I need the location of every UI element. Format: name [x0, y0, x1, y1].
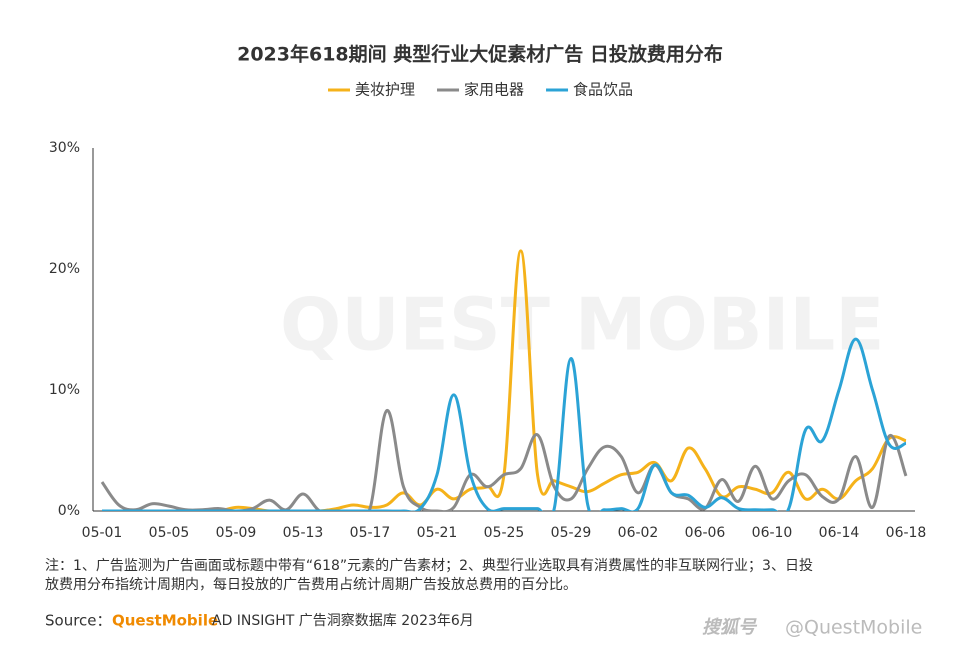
- legend-label: 美妆护理: [355, 81, 415, 99]
- y-tick-label: 30%: [49, 140, 80, 156]
- x-tick-label: 06-10: [752, 525, 793, 541]
- x-tick-label: 05-25: [484, 525, 525, 541]
- x-tick-label: 05-13: [283, 525, 324, 541]
- x-tick-label: 06-14: [819, 525, 860, 541]
- x-tick-label: 05-01: [82, 525, 123, 541]
- watermark: QUEST MOBILE: [280, 283, 884, 367]
- series-line: [102, 337, 907, 511]
- note-line: 放费用分布指统计周期内，每日投放的广告费用占统计周期广告投放总费用的百分比。: [45, 577, 577, 593]
- legend-label: 食品饮品: [573, 81, 633, 99]
- source-brand: QuestMobile: [112, 612, 218, 630]
- legend-label: 家用电器: [464, 81, 524, 99]
- source-text: AD INSIGHT 广告洞察数据库 2023年6月: [212, 612, 474, 629]
- y-tick-label: 10%: [49, 382, 80, 398]
- source-label: Source：: [45, 612, 112, 630]
- x-tick-label: 06-06: [685, 525, 726, 541]
- note-line: 注：1、广告监测为广告画面或标题中带有“618”元素的广告素材；2、典型行业选取…: [45, 558, 813, 574]
- x-tick-label: 05-05: [149, 525, 190, 541]
- y-tick-label: 20%: [49, 261, 80, 277]
- x-tick-label: 05-21: [417, 525, 458, 541]
- x-tick-label: 05-17: [350, 525, 391, 541]
- chart-title: 2023年618期间 典型行业大促素材广告 日投放费用分布: [237, 43, 723, 66]
- y-tick-label: 0%: [58, 503, 80, 519]
- x-tick-label: 06-18: [886, 525, 927, 541]
- x-tick-label: 05-29: [551, 525, 592, 541]
- x-tick-label: 06-02: [618, 525, 659, 541]
- platform: 搜狐号: [702, 617, 758, 638]
- account: @QuestMobile: [785, 617, 922, 639]
- x-tick-label: 05-09: [216, 525, 257, 541]
